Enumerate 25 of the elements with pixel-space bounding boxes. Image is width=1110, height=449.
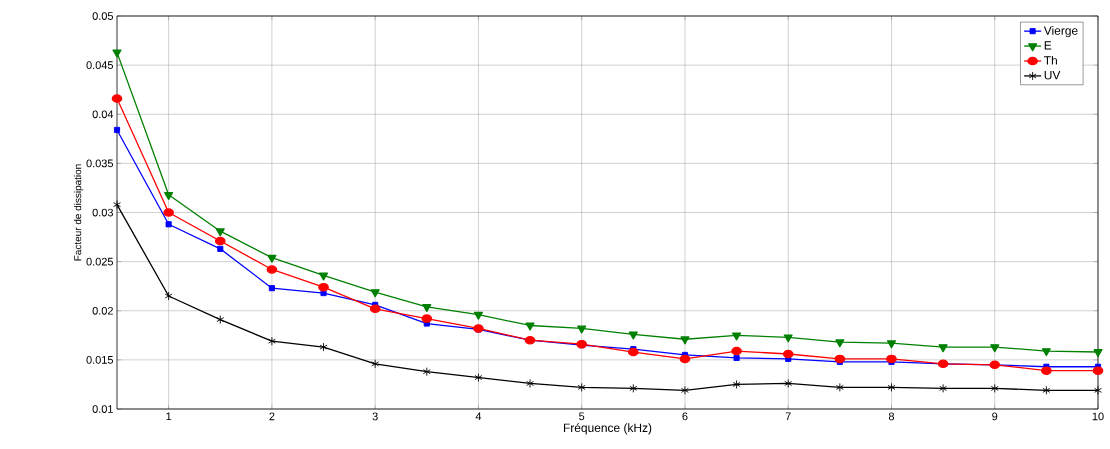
y-tick-label: 0.04	[92, 110, 114, 119]
x-tick-label: 9	[992, 412, 998, 421]
y-tick-label: 0.035	[86, 159, 114, 168]
legend-label: Th	[1044, 55, 1057, 65]
y-tick-label: 0.02	[92, 306, 113, 315]
x-tick-label: 5	[579, 412, 585, 421]
x-tick-label: 7	[785, 412, 791, 421]
y-tick-label: 0.05	[92, 12, 114, 20]
x-tick-label: 2	[269, 412, 275, 421]
x-tick-label: 3	[372, 412, 378, 421]
y-tick-label: 0.015	[86, 356, 114, 364]
y-axis-title: Facteur de dissipation	[73, 164, 84, 261]
x-tick-label: 6	[682, 412, 688, 421]
x-tick-label: 1	[166, 412, 172, 421]
legend-label: Vierge	[1043, 26, 1078, 38]
x-tick-label: 4	[475, 412, 482, 421]
legend-label: E	[1044, 41, 1052, 50]
x-tick-label: 8	[888, 412, 895, 421]
y-tick-label: 0.03	[92, 208, 113, 217]
y-tick-label: 0.01	[92, 405, 113, 413]
y-tick-label: 0.045	[86, 61, 114, 70]
y-tick-label: 0.025	[86, 257, 114, 266]
x-tick-label: 10	[1092, 412, 1104, 421]
x-axis-title: Fréquence (kHz)	[563, 423, 652, 435]
legend-label: UV	[1044, 71, 1061, 80]
